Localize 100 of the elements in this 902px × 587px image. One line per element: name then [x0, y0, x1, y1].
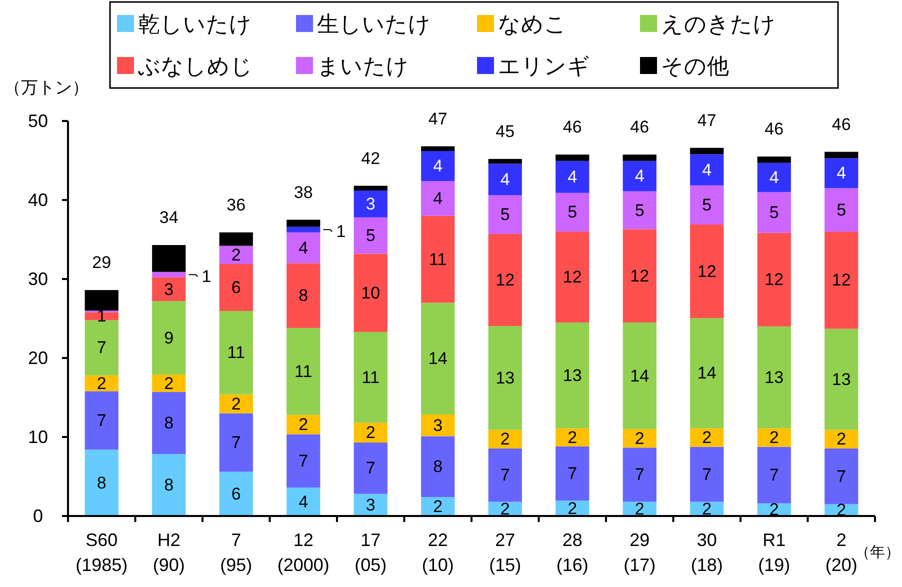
bar	[757, 192, 791, 233]
data-label: 12	[697, 262, 716, 281]
bar	[757, 232, 791, 326]
bar	[354, 422, 388, 443]
bar	[286, 328, 320, 415]
data-label: 2	[500, 499, 510, 518]
data-label: 7	[96, 410, 106, 430]
data-label: 11	[227, 343, 245, 362]
data-label: 13	[496, 368, 515, 388]
total-label: 46	[832, 114, 851, 134]
data-label: 5	[836, 200, 846, 220]
bar	[286, 226, 320, 232]
data-label: 2	[298, 415, 308, 434]
data-label: 2	[96, 374, 106, 393]
x-tick-label: S60 (1985)	[76, 530, 128, 575]
data-label: 11	[362, 368, 380, 387]
data-label: 12	[562, 268, 582, 287]
data-label: 3	[433, 416, 443, 435]
bar	[219, 232, 253, 246]
data-label: 13	[832, 370, 851, 389]
data-label: 4	[433, 156, 443, 176]
total-label: 47	[697, 110, 716, 130]
y-tick-label: 20	[28, 348, 48, 368]
data-label: 2	[769, 428, 779, 448]
total-label: 46	[562, 118, 582, 137]
bar	[622, 322, 656, 430]
legend-label: なめこ	[498, 12, 567, 36]
data-label: 11	[294, 362, 312, 381]
x-tick-label: 29 (17)	[624, 530, 656, 575]
data-label: 11	[429, 250, 447, 269]
y-tick-label: 30	[28, 269, 48, 289]
bar	[757, 156, 791, 163]
data-label: 4	[298, 492, 308, 512]
data-label: 4	[702, 160, 712, 180]
bar	[84, 391, 118, 450]
bar	[556, 428, 590, 446]
data-label: 8	[96, 473, 106, 492]
bar	[556, 322, 590, 428]
legend-label: まいたけ	[317, 54, 409, 78]
x-tick-label: 27 (15)	[489, 530, 522, 575]
bar	[152, 374, 186, 392]
bar	[757, 446, 791, 504]
data-label: 2	[769, 500, 779, 520]
data-label: 5	[702, 195, 712, 214]
data-label: 5	[366, 226, 376, 246]
data-label: 2	[164, 374, 174, 393]
bar	[622, 429, 656, 448]
bar	[152, 454, 186, 516]
bar	[824, 158, 858, 188]
bar	[84, 450, 118, 516]
bar	[354, 186, 388, 191]
x-tick-label: H2 (90)	[152, 530, 185, 575]
data-label: 7	[231, 433, 241, 452]
bar	[824, 448, 858, 504]
data-label: 4	[500, 170, 510, 189]
data-label: 8	[298, 286, 308, 306]
bar	[824, 328, 858, 430]
total-label: 46	[630, 118, 650, 137]
data-label: 5	[568, 202, 578, 222]
bar	[824, 430, 858, 448]
data-label: 13	[562, 366, 582, 385]
data-label: 2	[702, 428, 712, 448]
x-tick-label: 12 (2000)	[277, 530, 330, 575]
x-tick-label: 22 (10)	[422, 530, 454, 575]
bar	[84, 320, 118, 376]
data-label: 5	[769, 202, 779, 222]
x-tick-label: 2 (20)	[825, 530, 858, 575]
bar	[286, 414, 320, 434]
data-label: 5	[634, 200, 644, 220]
bar	[488, 164, 522, 196]
data-label: 7	[568, 464, 578, 484]
bar	[824, 232, 858, 329]
bar	[488, 158, 522, 164]
y-axis-title: （万トン）	[4, 78, 89, 97]
legend-label: えのきたけ	[661, 12, 776, 36]
bar	[622, 160, 656, 192]
data-label: 2	[634, 428, 644, 448]
bar	[421, 181, 455, 216]
x-tick-label: 30 (18)	[690, 530, 723, 575]
bar	[354, 217, 388, 254]
bar	[286, 220, 320, 227]
data-label: 7	[298, 451, 308, 470]
bar	[354, 442, 388, 494]
total-label: 38	[294, 182, 313, 202]
bar	[421, 414, 455, 436]
data-label: 12	[764, 270, 784, 290]
x-tick-label: R1 (19)	[758, 530, 790, 575]
data-label: 1	[96, 306, 106, 326]
data-label: 14	[630, 366, 650, 386]
bar	[824, 188, 858, 232]
total-label: 34	[159, 208, 178, 228]
data-label: 2	[702, 499, 712, 518]
bar	[690, 154, 724, 186]
bar	[488, 326, 522, 430]
data-label: 14	[697, 364, 716, 383]
bar	[690, 428, 724, 447]
bar	[152, 245, 186, 272]
bar	[622, 229, 656, 322]
bar	[690, 446, 724, 502]
data-label: 5	[500, 205, 510, 224]
